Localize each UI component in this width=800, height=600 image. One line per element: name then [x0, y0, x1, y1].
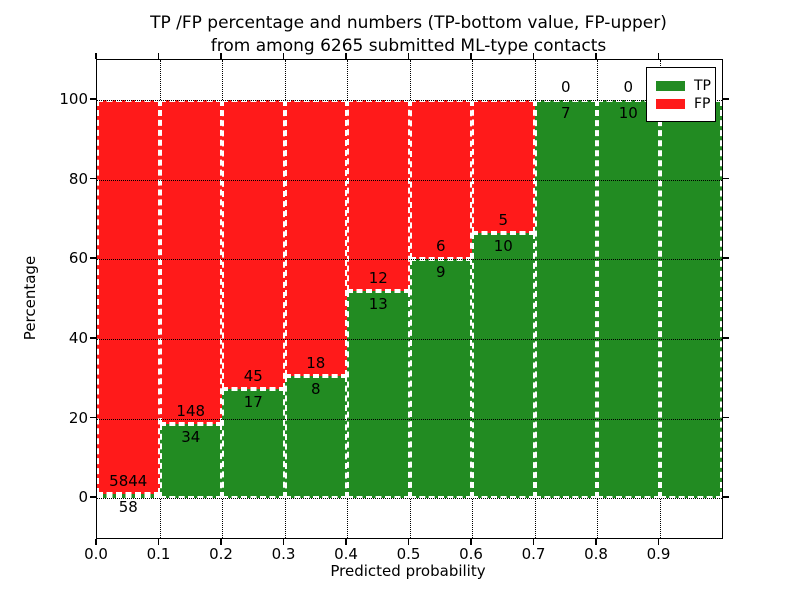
x-tick-mark [657, 538, 660, 545]
x-tick-label: 0.4 [334, 545, 358, 563]
bar-segment-tp [284, 375, 347, 499]
x-tick-mark [282, 53, 285, 59]
bar-segment-fp [97, 99, 160, 495]
x-tick-label: 0.7 [521, 545, 546, 563]
y-tick-label: 20 [68, 408, 88, 427]
fp-count-label: 6 [435, 237, 446, 256]
legend-label-tp: TP [694, 77, 711, 94]
x-axis-label: Predicted probability [330, 562, 486, 580]
legend-swatch-fp-icon [656, 98, 685, 109]
y-tick-label: 100 [59, 89, 88, 108]
x-tick-label: 0.1 [146, 545, 171, 563]
y-tick-mark [90, 416, 96, 419]
y-tick-mark [90, 177, 96, 180]
bar-segment-tp [97, 494, 160, 499]
x-tick-mark [532, 538, 535, 545]
x-tick-mark [407, 53, 410, 59]
bar-segment-tp [222, 388, 285, 499]
y-tick-mark [90, 98, 96, 100]
tp-count-label: 13 [368, 295, 388, 314]
x-tick-label: 0.9 [646, 545, 671, 563]
x-tick-label: 0.6 [459, 545, 483, 563]
y-tick-mark [722, 416, 729, 419]
x-tick-mark [157, 53, 160, 59]
y-tick-mark [722, 257, 729, 259]
bar-segment-fp [222, 99, 285, 389]
bar-segment-fp [472, 99, 535, 233]
bar-segment-fp [347, 99, 410, 292]
x-tick-mark [595, 538, 597, 545]
fp-count-label: 5 [498, 210, 509, 229]
tp-count-label: 34 [181, 427, 201, 446]
bar-segment-tp [159, 423, 222, 499]
legend-item-fp: FP [656, 96, 711, 111]
tp-count-label: 10 [493, 236, 513, 255]
x-tick-mark [345, 538, 347, 545]
x-tick-mark [345, 53, 347, 59]
x-tick-mark [95, 53, 97, 59]
chart-title-line2: from among 6265 submitted ML-type contac… [210, 36, 607, 56]
y-tick-label: 60 [68, 249, 88, 268]
x-tick-mark [220, 53, 222, 59]
fp-count-label: 5844 [109, 472, 148, 491]
tp-count-label: 17 [243, 392, 263, 411]
y-tick-mark [722, 177, 729, 180]
fp-count-label: 18 [306, 353, 326, 372]
bar-segment-fp [409, 99, 472, 260]
fp-count-label: 0 [560, 77, 571, 96]
x-tick-label: 0.8 [584, 545, 608, 563]
y-tick-mark [722, 98, 729, 100]
x-tick-label: 0.5 [396, 545, 421, 563]
x-tick-mark [657, 53, 660, 59]
legend-item-tp: TP [656, 78, 711, 93]
y-tick-mark [722, 496, 729, 498]
x-tick-mark [470, 53, 472, 59]
fp-count-label: 12 [368, 269, 388, 288]
bar-segment-fp [159, 99, 222, 424]
tp-count-label: 9 [435, 263, 446, 282]
bar-segment-tp [409, 259, 472, 499]
plot-area: 58445814834451718812136951007010021 TP F… [96, 59, 723, 539]
y-tick-label: 80 [68, 169, 88, 188]
x-tick-mark [220, 538, 222, 545]
legend-label-fp: FP [694, 95, 711, 112]
x-tick-mark [95, 538, 97, 545]
x-tick-mark [532, 53, 535, 59]
tp-count-label: 7 [560, 103, 571, 122]
legend-swatch-tp-icon [656, 80, 685, 91]
bar-segment-fp [284, 99, 347, 376]
y-axis-label: Percentage [21, 255, 39, 341]
tp-count-label: 10 [618, 103, 638, 122]
fp-count-label: 0 [623, 77, 634, 96]
x-tick-mark [595, 53, 597, 59]
x-tick-mark [157, 538, 160, 545]
bar-segment-tp [347, 291, 410, 499]
fp-count-label: 45 [243, 366, 263, 385]
x-tick-mark [407, 538, 410, 545]
tp-count-label: 8 [310, 379, 321, 398]
legend: TP FP [646, 67, 716, 122]
y-tick-label: 0 [78, 488, 88, 507]
y-tick-mark [90, 496, 96, 498]
tp-count-label: 58 [118, 498, 138, 517]
bar-segment-tp [659, 99, 722, 499]
y-tick-mark [90, 337, 96, 339]
y-tick-label: 40 [68, 328, 88, 347]
chart-title-line1: TP /FP percentage and numbers (TP-bottom… [150, 13, 667, 33]
fp-count-label: 148 [176, 401, 206, 420]
bar-segment-tp [534, 99, 597, 499]
x-tick-label: 0.0 [84, 545, 108, 563]
x-tick-label: 0.2 [209, 545, 233, 563]
x-tick-label: 0.3 [271, 545, 296, 563]
x-tick-mark [282, 538, 285, 545]
bar-segment-tp [597, 99, 660, 499]
x-tick-mark [470, 538, 472, 545]
y-tick-mark [722, 337, 729, 339]
chart-title: TP /FP percentage and numbers (TP-bottom… [96, 12, 721, 58]
y-tick-mark [90, 257, 96, 259]
bar-segment-tp [472, 232, 535, 499]
